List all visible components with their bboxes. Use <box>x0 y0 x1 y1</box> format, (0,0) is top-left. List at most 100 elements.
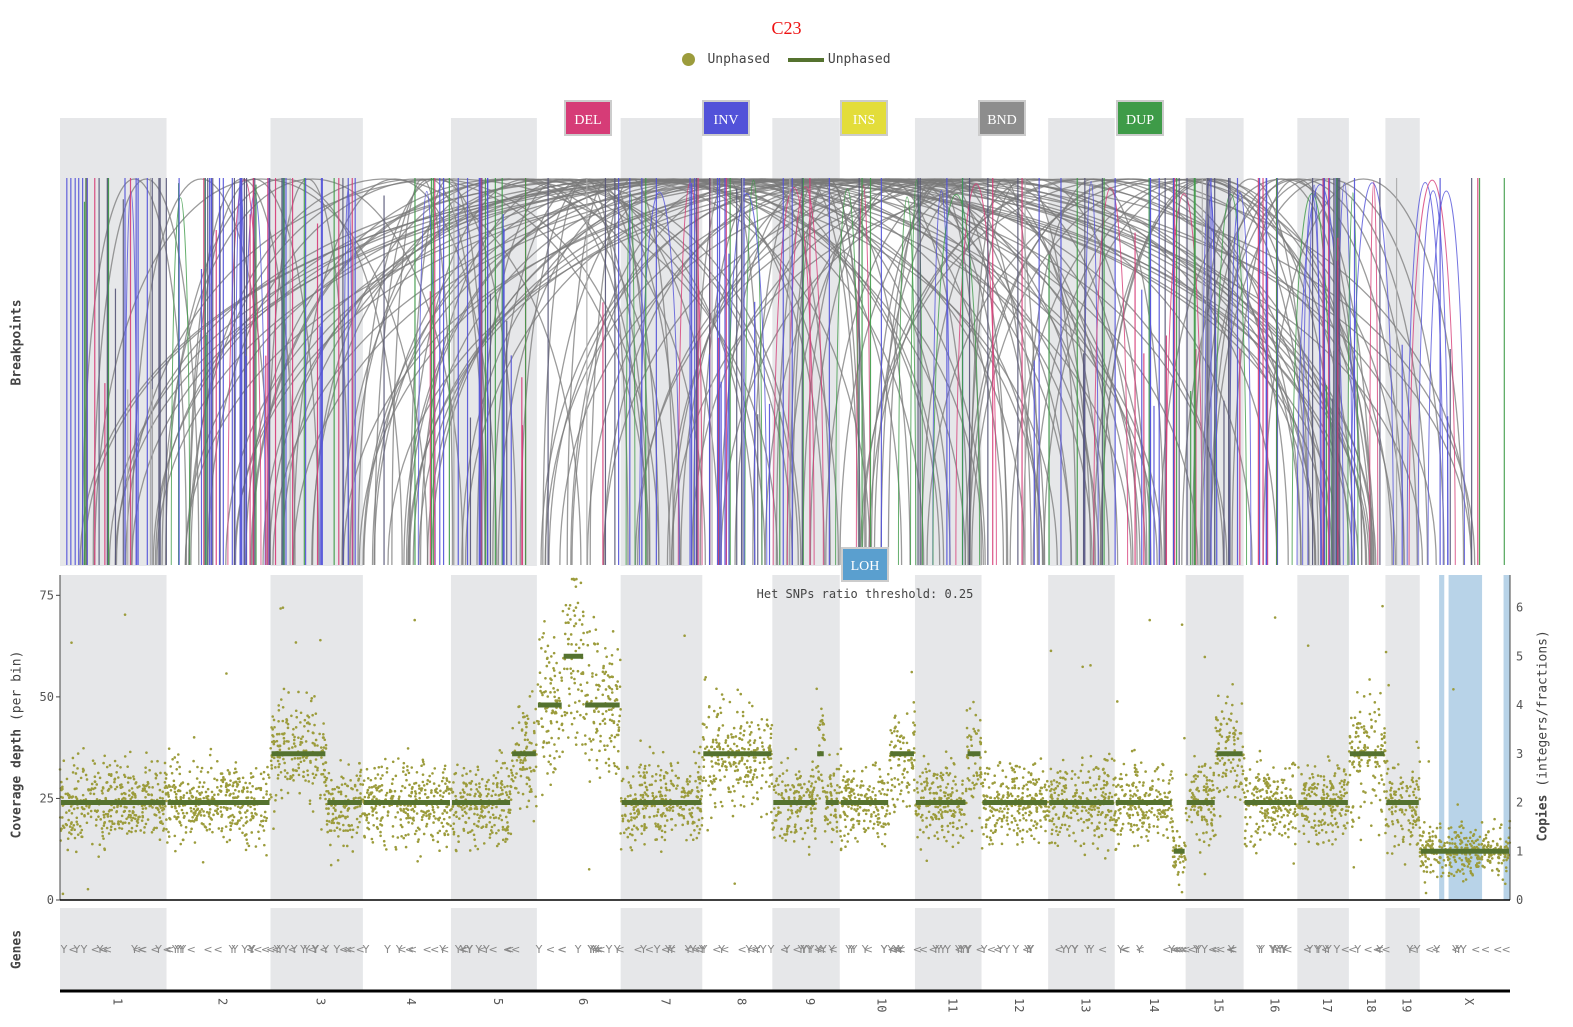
coverage-point[interactable] <box>659 826 662 829</box>
coverage-point[interactable] <box>824 830 827 833</box>
coverage-point[interactable] <box>645 826 648 829</box>
coverage-point[interactable] <box>148 769 151 772</box>
coverage-point[interactable] <box>842 796 845 799</box>
coverage-point[interactable] <box>491 807 494 810</box>
coverage-point[interactable] <box>1134 767 1137 770</box>
coverage-point[interactable] <box>873 787 876 790</box>
coverage-point[interactable] <box>1008 828 1011 831</box>
coverage-point[interactable] <box>331 788 334 791</box>
coverage-point[interactable] <box>557 737 560 740</box>
coverage-point[interactable] <box>1216 787 1219 790</box>
coverage-point[interactable] <box>710 816 713 819</box>
coverage-point[interactable] <box>492 782 495 785</box>
coverage-point[interactable] <box>913 779 916 782</box>
coverage-point[interactable] <box>208 828 211 831</box>
coverage-point[interactable] <box>844 818 847 821</box>
coverage-point[interactable] <box>77 780 80 783</box>
coverage-point[interactable] <box>95 810 98 813</box>
coverage-point[interactable] <box>922 796 925 799</box>
coverage-point[interactable] <box>945 750 948 753</box>
coverage-point[interactable] <box>921 771 924 774</box>
coverage-point[interactable] <box>625 828 628 831</box>
coverage-point[interactable] <box>789 816 792 819</box>
coverage-point[interactable] <box>1203 764 1206 767</box>
coverage-point[interactable] <box>751 705 754 708</box>
coverage-point[interactable] <box>1006 816 1009 819</box>
coverage-point[interactable] <box>497 843 500 846</box>
coverage-point[interactable] <box>82 768 85 771</box>
coverage-point[interactable] <box>403 808 406 811</box>
coverage-point[interactable] <box>596 767 599 770</box>
coverage-point[interactable] <box>403 762 406 765</box>
coverage-point[interactable] <box>1241 745 1244 748</box>
coverage-point[interactable] <box>610 708 613 711</box>
coverage-point[interactable] <box>691 822 694 825</box>
coverage-point[interactable] <box>937 837 940 840</box>
coverage-point[interactable] <box>228 771 231 774</box>
coverage-point[interactable] <box>119 766 122 769</box>
coverage-point[interactable] <box>619 659 622 662</box>
coverage-point[interactable] <box>727 756 730 759</box>
coverage-point[interactable] <box>294 757 297 760</box>
coverage-point[interactable] <box>1007 808 1010 811</box>
coverage-point[interactable] <box>325 807 328 810</box>
coverage-point[interactable] <box>399 808 402 811</box>
coverage-point[interactable] <box>344 783 347 786</box>
coverage-point[interactable] <box>534 708 537 711</box>
coverage-point[interactable] <box>618 726 621 729</box>
coverage-point[interactable] <box>1213 796 1216 799</box>
coverage-point[interactable] <box>297 736 300 739</box>
coverage-point[interactable] <box>686 792 689 795</box>
coverage-point[interactable] <box>1011 769 1014 772</box>
coverage-point[interactable] <box>342 844 345 847</box>
coverage-point[interactable] <box>463 767 466 770</box>
coverage-point[interactable] <box>236 783 239 786</box>
coverage-point[interactable] <box>1184 844 1187 847</box>
coverage-point[interactable] <box>1217 694 1220 697</box>
coverage-point[interactable] <box>880 792 883 795</box>
coverage-point[interactable] <box>450 789 453 792</box>
coverage-point[interactable] <box>220 830 223 833</box>
coverage-point[interactable] <box>876 832 879 835</box>
coverage-point[interactable] <box>1183 855 1186 858</box>
coverage-point[interactable] <box>1081 756 1084 759</box>
coverage-point[interactable] <box>133 806 136 809</box>
coverage-point[interactable] <box>231 814 234 817</box>
coverage-point[interactable] <box>826 796 829 799</box>
coverage-point[interactable] <box>861 770 864 773</box>
coverage-point[interactable] <box>967 749 970 752</box>
coverage-point[interactable] <box>60 827 63 830</box>
coverage-point[interactable] <box>747 748 750 751</box>
coverage-point[interactable] <box>729 763 732 766</box>
coverage-point[interactable] <box>682 815 685 818</box>
coverage-point[interactable] <box>908 805 911 808</box>
coverage-point[interactable] <box>447 833 450 836</box>
coverage-point[interactable] <box>633 806 636 809</box>
coverage-point[interactable] <box>549 682 552 685</box>
coverage-point[interactable] <box>550 722 553 725</box>
coverage-point[interactable] <box>838 768 841 771</box>
coverage-point[interactable] <box>99 818 102 821</box>
coverage-point[interactable] <box>696 790 699 793</box>
coverage-point[interactable] <box>1171 830 1174 833</box>
coverage-point[interactable] <box>1056 781 1059 784</box>
coverage-point[interactable] <box>427 796 430 799</box>
coverage-point[interactable] <box>685 839 688 842</box>
coverage-point[interactable] <box>844 826 847 829</box>
coverage-point[interactable] <box>1101 794 1104 797</box>
coverage-point[interactable] <box>327 813 330 816</box>
coverage-point[interactable] <box>334 809 337 812</box>
coverage-point[interactable] <box>729 748 732 751</box>
coverage-point[interactable] <box>132 775 135 778</box>
coverage-point[interactable] <box>526 745 529 748</box>
coverage-point[interactable] <box>407 833 410 836</box>
coverage-point[interactable] <box>761 718 764 721</box>
coverage-point[interactable] <box>514 776 517 779</box>
coverage-point[interactable] <box>1206 786 1209 789</box>
coverage-point[interactable] <box>273 719 276 722</box>
coverage-point[interactable] <box>683 796 686 799</box>
coverage-point[interactable] <box>111 820 114 823</box>
coverage-point[interactable] <box>437 832 440 835</box>
coverage-point[interactable] <box>312 810 315 813</box>
coverage-point[interactable] <box>1239 798 1242 801</box>
